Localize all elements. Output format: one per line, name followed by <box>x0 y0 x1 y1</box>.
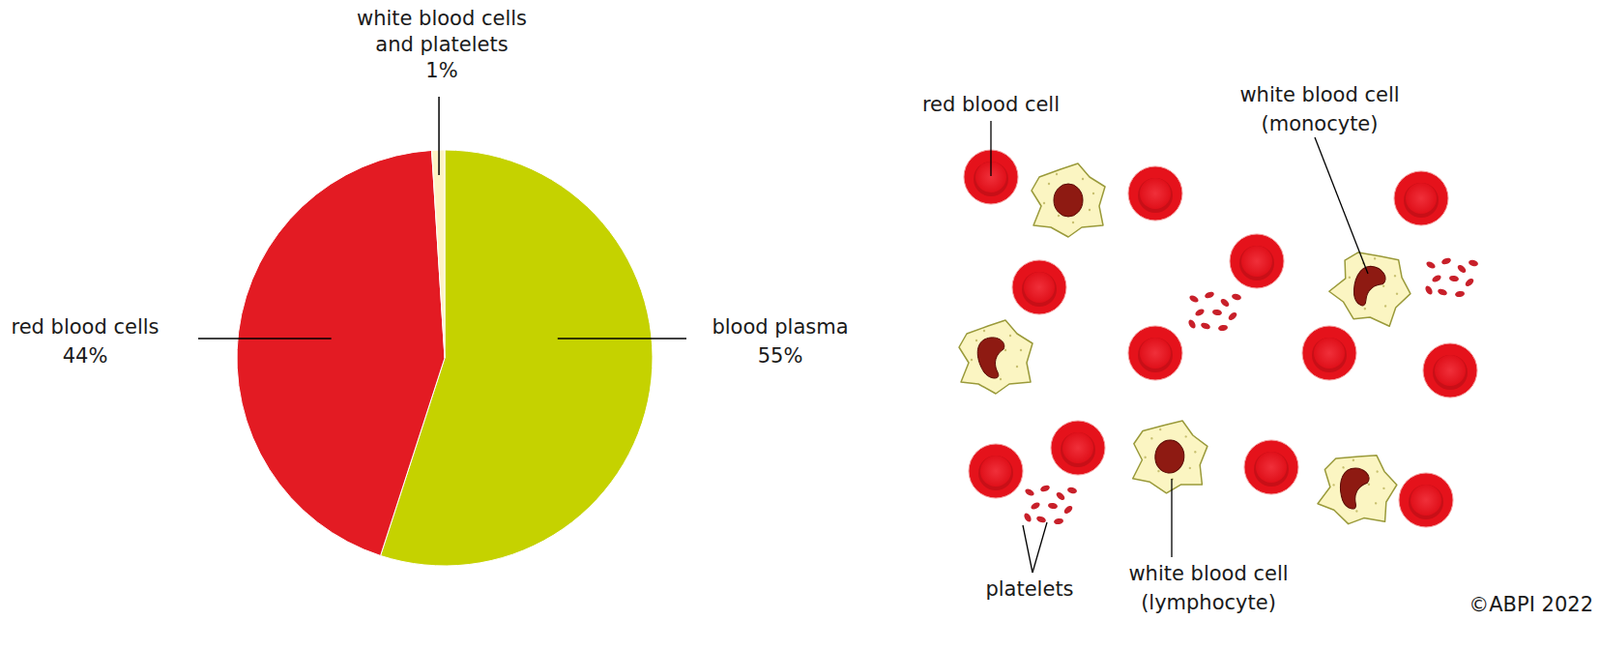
leader-line <box>1022 524 1033 573</box>
white-blood-cell <box>959 320 1033 394</box>
slice-label-line: white blood cells <box>356 6 527 30</box>
diagram-label: red blood cell <box>922 92 1060 117</box>
platelets <box>1022 483 1078 524</box>
white-blood-cell <box>1321 236 1423 338</box>
slice-label-line: red blood cells <box>10 315 159 339</box>
red-blood-cell <box>1423 343 1478 398</box>
pie-slice <box>432 149 445 358</box>
pie <box>236 149 653 566</box>
diagram-label: white blood cell <box>1128 561 1288 585</box>
red-blood-cell <box>968 443 1023 498</box>
data-label: 44% <box>62 344 109 368</box>
leader-line <box>557 337 687 340</box>
data-label: 1% <box>425 58 458 83</box>
diagram-label: white blood cell <box>1239 83 1399 107</box>
diagram-label: platelets <box>985 577 1074 601</box>
red-blood-cell <box>1302 325 1357 380</box>
red-blood-cell <box>1128 166 1183 221</box>
slice-label: red blood cells <box>10 315 159 339</box>
diagram-label: (monocyte) <box>1261 112 1379 136</box>
leader-line <box>1032 522 1048 573</box>
pie-labels: blood plasma 55% red blood cells 44% white b… <box>10 6 848 368</box>
blood-cell-diagram: red blood cell white blood cell (monocyte)… <box>922 83 1480 614</box>
leader-line <box>989 120 991 176</box>
red-blood-cell <box>1398 472 1454 527</box>
leader-line <box>198 337 332 340</box>
platelets <box>1187 290 1243 331</box>
leader-line <box>437 96 440 175</box>
slice-label: blood plasma <box>711 315 848 339</box>
red-blood-cell <box>1012 260 1067 315</box>
red-blood-cell <box>1128 325 1183 380</box>
platelets <box>1424 256 1480 297</box>
slice-label-line: and platelets <box>375 32 508 57</box>
data-label: 55% <box>757 344 804 368</box>
figure: blood plasma 55% red blood cells 44% white b… <box>0 0 1600 650</box>
slice-label-line: blood plasma <box>711 315 848 339</box>
red-blood-cell <box>1229 233 1284 289</box>
white-blood-cell <box>1130 416 1210 496</box>
diagram-label: (lymphocyte) <box>1140 590 1277 614</box>
red-blood-cell <box>1394 171 1449 226</box>
red-blood-cell <box>1050 420 1106 475</box>
white-blood-cell <box>1312 442 1403 533</box>
leader-line <box>1170 478 1172 557</box>
credit: ©ABPI 2022 <box>1468 592 1594 616</box>
leader-line <box>1314 137 1368 274</box>
white-blood-cell <box>1031 163 1106 237</box>
pie-slice <box>236 149 445 555</box>
slice-label: white blood cellsand platelets <box>356 6 527 57</box>
red-blood-cell <box>1244 439 1299 495</box>
